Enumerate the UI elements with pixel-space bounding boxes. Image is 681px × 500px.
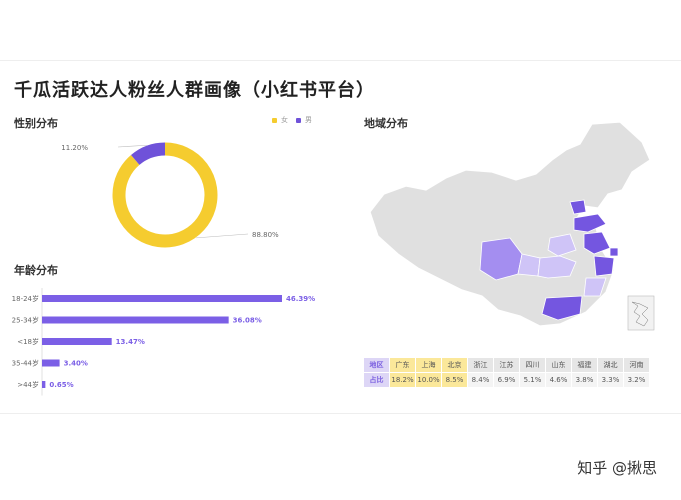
age-bar [42,359,60,367]
donut-leader-line [196,233,249,239]
region-value-cell: 3.2% [623,372,650,388]
age-bar-value-label: 0.65% [49,381,73,389]
china-outline [370,121,651,327]
age-bar [42,381,46,388]
region-table: 地区 广东 上海 北京 浙江 江苏 四川 山东 福建 湖北 河南 占比 18.2% 10.0% 8.5… [363,357,650,388]
region-cell: 北京 [441,357,468,373]
province-henan [547,233,577,257]
region-value-row: 占比 18.2% 10.0% 8.5% 8.4% 6.9% 5.1% 4.6% 3.8% 3.3… [363,372,650,388]
province-shanghai [609,247,619,257]
region-cell: 河南 [623,357,650,373]
age-bar [42,295,282,302]
age-bar-chart: 18-24岁 46.39% 25-34岁 36.08% <18岁 13.47% 35-44岁… [12,288,315,396]
donut-data-label: 88.80% [252,231,279,239]
donut-leader-line [117,144,147,148]
province-guangdong [541,295,583,321]
province-beijing [569,199,587,215]
gender-donut-chart: 88.80% 11.20% [61,142,279,248]
gender-legend: 女 男 [272,115,312,125]
age-category-label: 18-24岁 [12,294,39,303]
region-table-row-header: 地区 [363,357,390,373]
region-cell: 浙江 [467,357,494,373]
province-shandong [573,213,607,233]
province-hubei [537,255,577,279]
age-bar-value-label: 36.08% [233,317,262,325]
region-cell: 广东 [389,357,416,373]
age-bar [42,338,112,345]
province-jiangsu [583,231,611,255]
region-cell: 江苏 [493,357,520,373]
region-cell: 福建 [571,357,598,373]
legend-swatch-female [272,117,277,123]
age-category-label: 35-44岁 [12,359,39,368]
gender-section-title: 性别分布 [14,117,58,130]
region-value-cell: 8.5% [441,372,468,388]
region-cell: 湖北 [597,357,624,373]
age-bar [42,316,229,324]
province-fujian [583,277,607,297]
donut-slice-male [131,142,166,166]
region-cell: 上海 [415,357,442,373]
legend-label-female: 女 [281,116,288,124]
region-table-value-header: 占比 [363,372,390,388]
region-value-cell: 18.2% [389,372,416,388]
region-value-cell: 6.9% [493,372,520,388]
age-category-label: >44岁 [17,380,39,389]
age-category-label: 25-34岁 [12,316,39,325]
province-zhejiang [593,255,615,277]
footer-attribution: 知乎 @揪思 [577,459,657,477]
region-cell: 四川 [519,357,546,373]
age-section-title: 年龄分布 [14,264,58,277]
region-value-cell: 8.4% [467,372,494,388]
region-name-row: 地区 广东 上海 北京 浙江 江苏 四川 山东 福建 湖北 河南 [363,357,650,373]
age-bar-value-label: 13.47% [116,338,145,346]
page-title: 千瓜活跃达人粉丝人群画像（小红书平台） [14,80,375,101]
age-bar-value-label: 3.40% [64,360,88,368]
south-sea-inset [627,295,655,331]
region-section-title: 地域分布 [364,117,408,130]
donut-slice-female [112,142,218,248]
legend-swatch-male [296,117,301,123]
region-value-cell: 5.1% [519,372,546,388]
region-cell: 山东 [545,357,572,373]
region-value-cell: 10.0% [415,372,442,388]
legend-label-male: 男 [305,116,312,124]
donut-data-label: 11.20% [61,144,88,152]
province-chongqing [517,253,541,277]
region-value-cell: 4.6% [545,372,572,388]
region-value-cell: 3.3% [597,372,624,388]
age-bar-value-label: 46.39% [286,295,315,303]
region-value-cell: 3.8% [571,372,598,388]
age-category-label: <18岁 [17,337,39,346]
china-map [370,121,655,331]
